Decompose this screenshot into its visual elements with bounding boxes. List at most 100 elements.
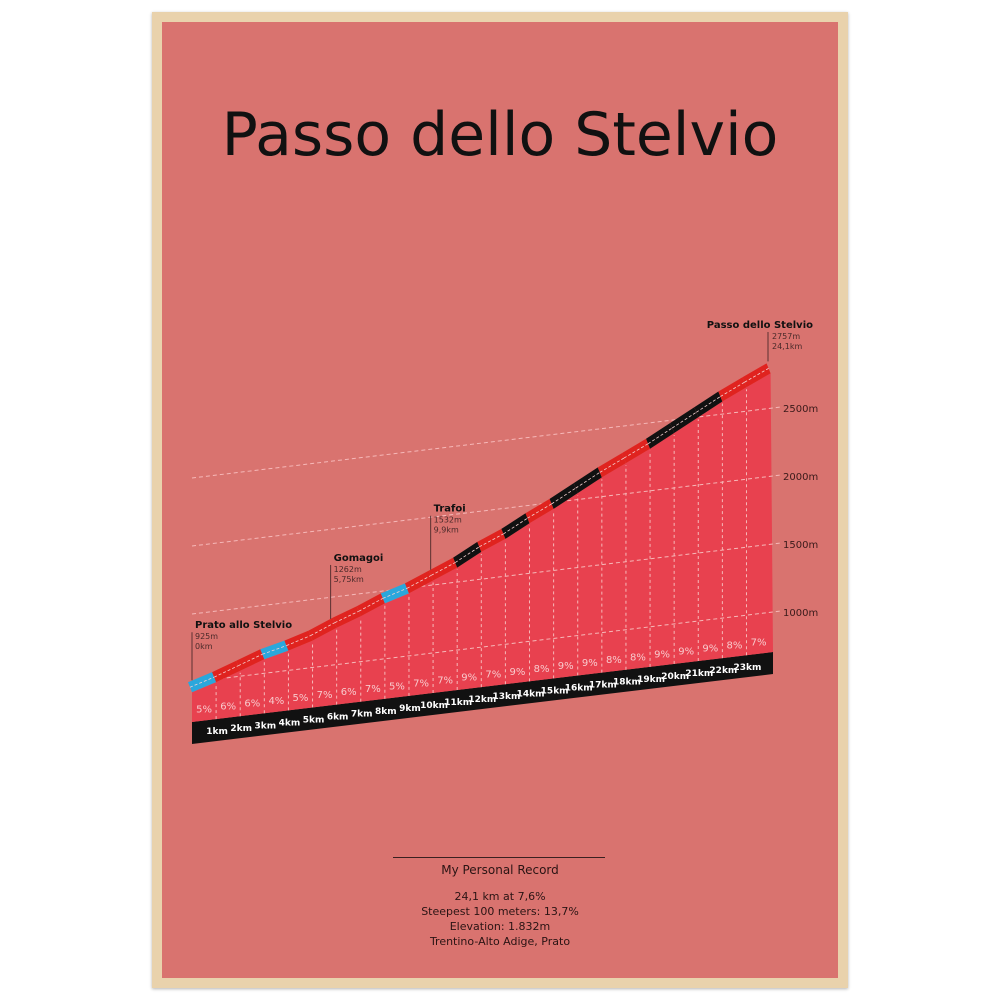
elevation-tick-label: 2500m — [783, 404, 818, 415]
record-line: Elevation: 1.832m — [449, 920, 551, 933]
landmark-name: Trafoi — [434, 504, 466, 515]
landmark-elevation: 1532m — [434, 516, 462, 525]
elevation-tick-label: 2000m — [783, 472, 818, 483]
km-label: 5km — [303, 715, 325, 725]
road-centerline — [479, 533, 504, 548]
road-segment — [188, 672, 217, 693]
road-segment — [742, 363, 771, 388]
km-label: 6km — [327, 713, 349, 723]
grade-label: 8% — [630, 652, 646, 663]
road-centerline — [382, 587, 408, 599]
road-segment — [236, 649, 265, 671]
km-label: 12km — [468, 695, 496, 705]
elevation-gridline — [191, 474, 782, 547]
grade-label: 7% — [485, 670, 501, 681]
grade-label: 9% — [510, 667, 526, 678]
grade-label: 5% — [389, 681, 405, 692]
road-segment — [646, 423, 675, 449]
grade-label: 5% — [196, 705, 212, 716]
road-segment — [718, 377, 747, 402]
road-segment — [549, 483, 578, 509]
grade-label: 5% — [293, 693, 309, 704]
road-segment — [573, 467, 602, 494]
km-label: 23km — [734, 663, 762, 673]
grade-label: 6% — [341, 687, 357, 698]
road-segment — [453, 541, 482, 568]
km-label: 16km — [565, 684, 593, 694]
landmark-distance: 0km — [195, 642, 213, 651]
km-label: 22km — [709, 666, 737, 676]
grade-label: 7% — [365, 684, 381, 695]
divider — [393, 857, 605, 858]
road-segment — [477, 528, 506, 552]
landmark-name: Gomagoi — [334, 553, 384, 564]
km-label: 4km — [279, 718, 301, 728]
grade-label: 9% — [582, 658, 598, 669]
road-segment — [404, 570, 434, 594]
grade-label: 9% — [461, 673, 477, 684]
km-label: 18km — [613, 678, 641, 688]
km-label: 14km — [517, 689, 545, 699]
landmark-name: Prato allo Stelvio — [195, 620, 292, 631]
landmark-distance: 24,1km — [772, 342, 802, 351]
road-centerline — [286, 635, 311, 647]
road-centerline — [189, 676, 215, 688]
road-segment — [380, 583, 409, 604]
grade-label: 8% — [726, 641, 742, 652]
road-segment — [597, 453, 626, 478]
km-label: 11km — [444, 698, 472, 708]
road-centerline — [430, 562, 456, 576]
km-label: 21km — [685, 669, 713, 679]
road-centerline — [238, 653, 263, 667]
elevation-gridline — [191, 542, 782, 615]
grade-label: 7% — [317, 690, 333, 701]
km-label: 1km — [206, 727, 228, 737]
elevation-tick-label: 1500m — [783, 540, 818, 551]
record-line: 24,1 km at 7,6% — [454, 890, 546, 903]
grade-label: 4% — [268, 696, 284, 707]
poster-title: Passo dello Stelvio — [221, 100, 779, 170]
elevation-tick-label: 1000m — [783, 608, 818, 619]
km-label: 3km — [255, 721, 277, 731]
road-segment — [332, 606, 361, 628]
road-centerline — [213, 665, 239, 678]
road-centerline — [262, 645, 287, 655]
grade-label: 7% — [751, 638, 767, 649]
elevation-gridline — [191, 610, 782, 683]
record-heading: My Personal Record — [441, 863, 559, 877]
km-label: 10km — [420, 701, 448, 711]
record-line: Steepest 100 meters: 13,7% — [421, 905, 579, 918]
km-label: 2km — [230, 724, 252, 734]
km-label: 20km — [661, 672, 689, 682]
elevation-gridline — [191, 406, 782, 479]
km-label: 8km — [375, 707, 397, 717]
landmark-distance: 9,9km — [434, 526, 459, 535]
grade-label: 6% — [220, 702, 236, 713]
landmark-elevation: 925m — [195, 632, 218, 641]
road-segment — [621, 438, 651, 464]
km-label: 15km — [541, 686, 569, 696]
grade-label: 7% — [413, 678, 429, 689]
road-centerline — [358, 598, 384, 612]
km-label: 19km — [637, 675, 665, 685]
grade-label: 8% — [534, 664, 550, 675]
road-segment — [670, 407, 699, 434]
landmark-elevation: 2757m — [772, 332, 800, 341]
km-label: 13km — [492, 692, 520, 702]
grade-label: 9% — [678, 646, 694, 657]
road-segment — [525, 498, 554, 524]
profile-face — [192, 373, 773, 722]
road-segment — [284, 630, 313, 651]
road-segment — [429, 557, 458, 581]
grade-label: 6% — [244, 699, 260, 710]
road-centerline — [406, 575, 432, 589]
grade-label: 8% — [606, 655, 622, 666]
road-centerline — [334, 610, 359, 624]
road-segment — [308, 617, 337, 641]
record-line: Trentino-Alto Adige, Prato — [429, 935, 571, 948]
grade-label: 9% — [558, 661, 574, 672]
km-label: 9km — [399, 704, 421, 714]
landmark-distance: 5,75km — [334, 575, 364, 584]
road-segment — [356, 593, 385, 617]
